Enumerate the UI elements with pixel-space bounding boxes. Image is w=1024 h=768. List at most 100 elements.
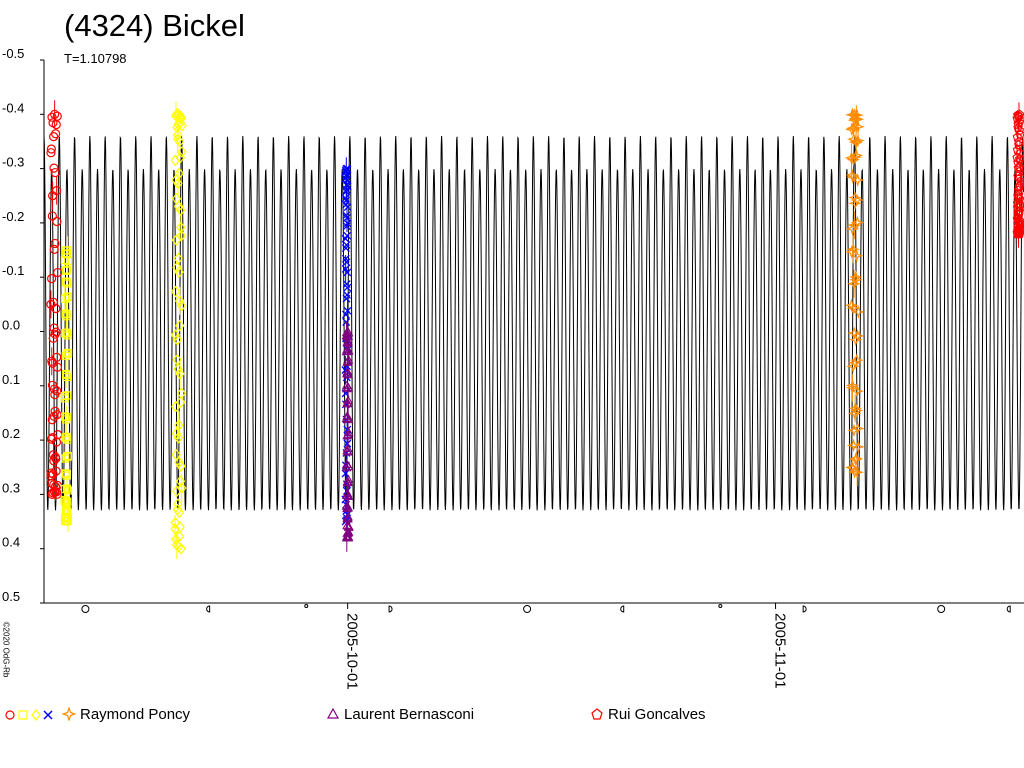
- data-point: [177, 119, 187, 132]
- data-point: [173, 118, 184, 131]
- data-point: [342, 211, 351, 220]
- data-point: [849, 135, 863, 150]
- data-point: [845, 378, 860, 393]
- data-point: [342, 527, 353, 537]
- data-point: [850, 215, 865, 230]
- data-point: [174, 266, 184, 279]
- data-point: [48, 333, 58, 343]
- moon-phase-icon: [1006, 605, 1011, 613]
- data-point: [343, 414, 354, 424]
- observation-points: [46, 100, 1024, 560]
- data-point: [170, 523, 180, 535]
- diamond-icon: [31, 709, 41, 721]
- data-point: [49, 323, 59, 333]
- data-point: [63, 279, 72, 288]
- data-point: [846, 359, 860, 374]
- data-point: [62, 432, 71, 441]
- data-point: [343, 491, 354, 500]
- data-point: [844, 122, 859, 137]
- data-point: [343, 461, 354, 471]
- data-point: [343, 439, 352, 448]
- data-point: [175, 319, 185, 332]
- data-point: [51, 303, 61, 314]
- moon-phase-icon: [802, 605, 807, 613]
- data-point: [342, 222, 351, 231]
- data-point: [1012, 113, 1022, 123]
- legend-item-bernasconi: Laurent Bernasconi: [326, 702, 474, 726]
- data-point: [342, 187, 351, 196]
- data-point: [174, 456, 184, 469]
- data-point: [52, 362, 63, 372]
- y-tick-label: -0.2: [2, 209, 24, 224]
- data-point: [61, 369, 71, 379]
- data-point: [846, 152, 861, 167]
- axes: -0.5 -0.4 -0.3 -0.2 -0.1 0.0 0.1 0.2 0.3 0.4 0.5 20…: [2, 46, 1024, 690]
- data-point: [1014, 117, 1024, 127]
- data-point: [47, 112, 57, 122]
- data-point: [343, 425, 352, 434]
- data-point: [176, 221, 186, 234]
- data-point: [51, 466, 61, 476]
- data-point: [171, 108, 182, 121]
- data-point: [50, 109, 60, 119]
- period-label: T=1.10798: [64, 51, 127, 66]
- data-point: [62, 277, 71, 286]
- data-point: [342, 397, 353, 407]
- data-point: [63, 292, 72, 301]
- data-point: [46, 434, 57, 444]
- data-point: [171, 533, 181, 546]
- data-point: [52, 489, 62, 499]
- data-point: [851, 119, 865, 134]
- data-point: [343, 306, 352, 315]
- x-tick-label: 2005-11-01: [772, 613, 789, 689]
- data-point: [849, 353, 864, 367]
- moon-phase-icon: [523, 605, 532, 613]
- data-point: [341, 254, 350, 263]
- data-point: [63, 435, 72, 444]
- data-point: [170, 400, 181, 413]
- data-point: [51, 120, 61, 130]
- y-tick-label: 0.0: [2, 318, 20, 333]
- model-curve: [43, 135, 1024, 511]
- data-point: [173, 498, 183, 511]
- data-point: [63, 451, 72, 461]
- data-point: [175, 521, 185, 533]
- moon-phase-icon: [304, 604, 309, 608]
- data-point: [845, 221, 860, 236]
- moon-phase-icon: [937, 605, 946, 613]
- y-tick-label: 0.2: [2, 426, 20, 441]
- data-point: [1012, 202, 1023, 212]
- data-point: [342, 294, 351, 303]
- data-point: [1013, 110, 1024, 121]
- data-point: [48, 297, 58, 307]
- data-point: [176, 229, 187, 242]
- data-point: [63, 391, 72, 400]
- data-point: [171, 427, 182, 440]
- data-point: [50, 389, 60, 400]
- square-icon: [18, 710, 28, 720]
- data-point: [849, 248, 864, 263]
- data-point: [1014, 193, 1024, 203]
- star-icon: [62, 707, 76, 721]
- data-point: [341, 168, 350, 177]
- data-point: [177, 146, 187, 158]
- data-point: [174, 111, 185, 124]
- data-point: [343, 231, 352, 240]
- data-point: [176, 542, 186, 555]
- data-point: [173, 200, 184, 213]
- data-point: [60, 497, 69, 506]
- data-point: [172, 261, 182, 274]
- y-tick-label: 0.5: [2, 589, 20, 604]
- y-tick-label: 0.1: [2, 372, 20, 387]
- data-point: [46, 148, 56, 158]
- data-point: [850, 465, 865, 480]
- legend-marker-icons: [5, 709, 53, 721]
- data-point: [61, 412, 70, 421]
- data-point: [844, 298, 859, 313]
- data-point: [174, 506, 185, 519]
- data-point: [61, 351, 70, 360]
- data-point: [172, 133, 183, 146]
- y-tick-label: -0.1: [2, 263, 24, 278]
- data-point: [342, 445, 353, 455]
